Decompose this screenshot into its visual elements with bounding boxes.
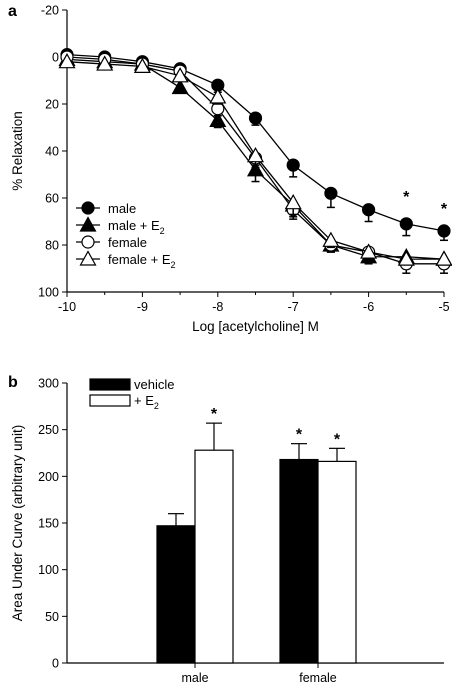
panel-a-line-chart: a -20 0 20 40 60 80 100-10 -9 -8 -7 -6 -5 Log [acetyl… xyxy=(8,3,452,334)
legend-swatch xyxy=(89,394,131,407)
legend-entry: vehicle xyxy=(89,377,174,392)
legend-swatch xyxy=(89,378,131,391)
x-axis-label: Log [acetylcholine] M xyxy=(192,319,319,334)
bar xyxy=(279,458,319,664)
legend-label: + E2 xyxy=(134,393,159,411)
y-tick-label: 250 xyxy=(38,423,59,437)
legend: vehicle+ E2 xyxy=(89,377,174,411)
data-point xyxy=(209,111,227,128)
y-tick-label: 150 xyxy=(38,517,59,531)
y-tick-label: 0 xyxy=(52,657,59,671)
y-axis-label: % Relaxation xyxy=(10,111,25,191)
y-tick-label: 80 xyxy=(45,239,59,253)
legend-entry: male xyxy=(76,201,136,216)
significance-marker: * xyxy=(403,189,410,206)
data-point xyxy=(209,88,227,104)
x-tick-label: -5 xyxy=(438,300,449,314)
y-tick-label: 0 xyxy=(52,51,59,65)
bar xyxy=(194,449,234,664)
y-tick-label: 100 xyxy=(38,286,59,300)
y-tick-label: 40 xyxy=(45,145,59,159)
data-point xyxy=(58,52,76,69)
bar xyxy=(156,525,196,664)
y-tick-label: 200 xyxy=(38,470,59,484)
data-point xyxy=(96,55,114,71)
significance-marker: * xyxy=(441,201,448,218)
data-point xyxy=(322,231,340,247)
panel-b-bar-chart: b 0 50 100 150 200 250 300 Area Under Curve (arb… xyxy=(8,374,444,685)
legend-marker xyxy=(79,250,97,266)
legend-marker xyxy=(81,201,95,215)
significance-marker: * xyxy=(211,406,218,423)
y-tick-label: -20 xyxy=(41,4,59,18)
x-tick-label: -8 xyxy=(212,300,223,314)
x-tick-label: female xyxy=(299,671,337,685)
y-tick-label: 60 xyxy=(45,192,59,206)
panel-label-a: a xyxy=(8,3,17,20)
y-tick-label: 50 xyxy=(45,610,59,624)
data-point xyxy=(360,243,378,259)
data-point xyxy=(435,250,452,266)
x-tick-label: male xyxy=(181,671,208,685)
data-point xyxy=(397,250,415,266)
legend-entry: + E2 xyxy=(89,393,159,411)
data-point xyxy=(284,193,302,210)
y-axis-label: Area Under Curve (arbitrary unit) xyxy=(10,425,25,622)
data-point xyxy=(248,111,263,125)
x-tick-label: -10 xyxy=(58,300,76,314)
legend-label: female xyxy=(108,235,147,250)
y-tick-label: 20 xyxy=(45,98,59,112)
legend-label: male xyxy=(108,201,136,216)
data-point xyxy=(246,146,265,163)
data-point xyxy=(286,158,300,172)
legend-marker xyxy=(79,216,97,232)
panel-label-b: b xyxy=(8,374,18,391)
y-tick-label: 100 xyxy=(38,563,59,577)
data-point xyxy=(246,161,265,177)
legend-label: male + E2 xyxy=(108,218,165,236)
series-female-e-e2 xyxy=(58,52,452,266)
legend-label: vehicle xyxy=(134,377,174,392)
data-point xyxy=(171,67,189,83)
legend-label: female + E2 xyxy=(108,252,176,270)
legend-marker xyxy=(81,235,95,249)
data-point xyxy=(437,224,451,238)
data-point xyxy=(399,217,413,231)
legend-entry: male + E2 xyxy=(76,216,165,236)
bar xyxy=(317,460,357,664)
data-point xyxy=(171,78,189,95)
bar-group-male: male xyxy=(156,422,234,685)
x-tick-label: -6 xyxy=(363,300,374,314)
legend-entry: female xyxy=(76,235,147,250)
legend-entry: female + E2 xyxy=(76,250,176,270)
significance-marker: * xyxy=(296,427,303,444)
data-point xyxy=(324,186,338,200)
bar-group-female: female xyxy=(279,443,357,685)
x-tick-label: -7 xyxy=(288,300,299,314)
y-tick-label: 300 xyxy=(38,377,59,391)
significance-marker: * xyxy=(334,431,341,448)
data-point xyxy=(133,57,151,74)
x-tick-label: -9 xyxy=(137,300,148,314)
data-point xyxy=(362,203,376,217)
